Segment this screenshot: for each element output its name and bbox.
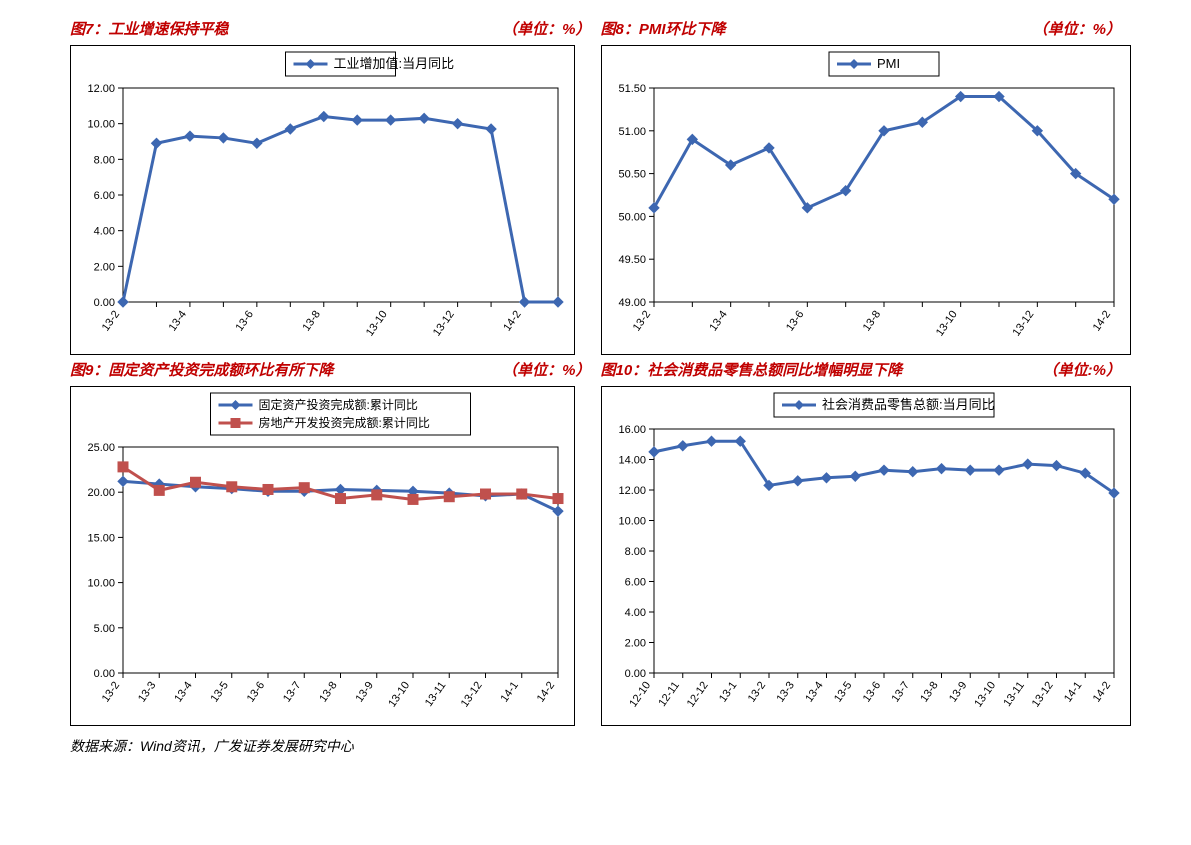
svg-text:8.00: 8.00: [94, 154, 115, 166]
chart7-box: 0.00 2.00 4.00 6.00 8.00 10.00 12.00 13-2 13-4 13…: [70, 45, 575, 355]
svg-text:12.00: 12.00: [618, 485, 646, 497]
svg-text:13-10: 13-10: [933, 309, 959, 339]
svg-text:14-1: 14-1: [1061, 680, 1083, 705]
svg-text:PMI: PMI: [877, 56, 900, 71]
svg-text:12-12: 12-12: [684, 680, 710, 710]
svg-text:13-4: 13-4: [803, 680, 825, 705]
chart7-prefix: 图7：: [70, 21, 108, 38]
svg-text:13-2: 13-2: [630, 309, 652, 334]
chart10-prefix: 图10：: [601, 362, 648, 379]
svg-text:13-12: 13-12: [431, 309, 457, 339]
svg-text:13-6: 13-6: [234, 309, 256, 334]
svg-text:13-9: 13-9: [946, 680, 968, 705]
svg-text:49.50: 49.50: [618, 254, 646, 266]
svg-text:0.00: 0.00: [94, 297, 115, 309]
svg-text:50.50: 50.50: [618, 169, 646, 181]
svg-text:13-11: 13-11: [423, 680, 449, 709]
svg-text:13-9: 13-9: [353, 680, 375, 705]
svg-text:2.00: 2.00: [624, 638, 645, 650]
svg-text:13-5: 13-5: [831, 680, 853, 705]
svg-text:4.00: 4.00: [624, 607, 645, 619]
svg-text:51.50: 51.50: [618, 83, 646, 95]
svg-text:14-2: 14-2: [501, 309, 523, 334]
chart9-prefix: 图9：: [70, 362, 108, 379]
svg-text:14-2: 14-2: [1090, 680, 1112, 705]
chart7-header: 图7：工业增速保持平稳 （单位：%）: [70, 18, 591, 39]
svg-text:10.00: 10.00: [87, 119, 115, 131]
svg-text:13-4: 13-4: [167, 309, 189, 334]
svg-text:51.00: 51.00: [618, 126, 646, 138]
svg-text:13-4: 13-4: [707, 309, 729, 334]
chart10-header: 图10：社会消费品零售总额同比增幅明显下降 （单位:%）: [601, 359, 1122, 380]
svg-text:工业增加值:当月同比: 工业增加值:当月同比: [334, 56, 455, 71]
svg-text:14-1: 14-1: [498, 680, 520, 705]
svg-text:13-2: 13-2: [100, 680, 122, 705]
chart8-unit: （单位：%）: [1033, 18, 1121, 39]
svg-text:13-12: 13-12: [1029, 680, 1055, 710]
svg-text:13-6: 13-6: [860, 680, 882, 705]
svg-text:13-8: 13-8: [860, 309, 882, 334]
svg-text:15.00: 15.00: [87, 532, 115, 544]
svg-text:0.00: 0.00: [94, 668, 115, 680]
svg-text:13-4: 13-4: [172, 680, 194, 705]
svg-text:20.00: 20.00: [87, 487, 115, 499]
svg-text:13-6: 13-6: [245, 680, 267, 705]
svg-text:13-5: 13-5: [208, 680, 230, 705]
svg-text:8.00: 8.00: [624, 546, 645, 558]
chart8-header: 图8：PMI环比下降 （单位：%）: [601, 18, 1122, 39]
svg-text:10.00: 10.00: [618, 516, 646, 528]
svg-text:49.00: 49.00: [618, 297, 646, 309]
svg-text:12-11: 12-11: [656, 680, 682, 709]
svg-text:13-3: 13-3: [774, 680, 796, 705]
svg-text:房地产开发投资完成额:累计同比: 房地产开发投资完成额:累计同比: [259, 415, 430, 430]
svg-text:13-10: 13-10: [364, 309, 390, 339]
svg-text:13-11: 13-11: [1001, 680, 1027, 709]
svg-text:13-10: 13-10: [972, 680, 998, 710]
svg-text:14.00: 14.00: [618, 455, 646, 467]
svg-text:16.00: 16.00: [618, 424, 646, 436]
chart10-box: 0.00 2.00 4.00 6.00 8.00 10.00 12.00 14.00 16.00…: [601, 386, 1131, 726]
svg-text:0.00: 0.00: [624, 668, 645, 680]
svg-text:13-8: 13-8: [300, 309, 322, 334]
svg-text:13-3: 13-3: [136, 680, 158, 705]
svg-text:13-12: 13-12: [1010, 309, 1036, 339]
chart7-title: 工业增速保持平稳: [108, 21, 228, 38]
svg-text:13-1: 13-1: [716, 680, 738, 705]
svg-text:13-7: 13-7: [281, 680, 303, 705]
chart9-title: 固定资产投资完成额环比有所下降: [108, 362, 333, 379]
svg-text:14-2: 14-2: [1090, 309, 1112, 334]
svg-text:14-2: 14-2: [535, 680, 557, 705]
svg-text:13-2: 13-2: [745, 680, 767, 705]
chart10-unit: （单位:%）: [1043, 359, 1121, 380]
svg-text:13-12: 13-12: [459, 680, 485, 710]
chart9-header: 图9：固定资产投资完成额环比有所下降 （单位：%）: [70, 359, 591, 380]
svg-text:13-10: 13-10: [386, 680, 412, 710]
chart10-title: 社会消费品零售总额同比增幅明显下降: [647, 362, 902, 379]
svg-text:12-10: 12-10: [627, 680, 653, 710]
svg-text:6.00: 6.00: [624, 577, 645, 589]
svg-text:13-8: 13-8: [317, 680, 339, 705]
svg-text:10.00: 10.00: [87, 578, 115, 590]
chart8-prefix: 图8：: [601, 21, 639, 38]
svg-text:2.00: 2.00: [94, 261, 115, 273]
svg-text:13-8: 13-8: [918, 680, 940, 705]
chart9-unit: （单位：%）: [502, 359, 590, 380]
svg-text:13-6: 13-6: [784, 309, 806, 334]
svg-text:6.00: 6.00: [94, 190, 115, 202]
data-source: 数据来源：Wind资讯，广发证券发展研究中心: [70, 736, 1121, 756]
svg-text:50.00: 50.00: [618, 211, 646, 223]
svg-text:5.00: 5.00: [94, 623, 115, 635]
chart7-unit: （单位：%）: [502, 18, 590, 39]
chart8-title: PMI环比下降: [639, 21, 726, 38]
svg-text:13-7: 13-7: [889, 680, 911, 705]
chart8-box: 49.00 49.50 50.00 50.50 51.00 51.50 13-2 13-4 13…: [601, 45, 1131, 355]
svg-text:25.00: 25.00: [87, 442, 115, 454]
svg-text:固定资产投资完成额:累计同比: 固定资产投资完成额:累计同比: [259, 397, 418, 412]
chart9-box: 0.00 5.00 10.00 15.00 20.00 25.00 13-2 13-3 13-4…: [70, 386, 575, 726]
svg-text:13-2: 13-2: [100, 309, 122, 334]
svg-text:12.00: 12.00: [87, 83, 115, 95]
svg-text:4.00: 4.00: [94, 226, 115, 238]
svg-text:社会消费品零售总额:当月同比: 社会消费品零售总额:当月同比: [822, 397, 995, 412]
